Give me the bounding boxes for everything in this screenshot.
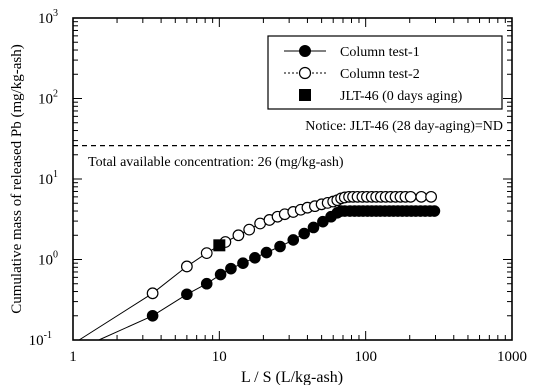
data-point (425, 190, 438, 203)
y-tick-label: 10-1 (29, 330, 52, 349)
y-tick-label: 100 (38, 250, 58, 269)
legend-label: Column test-2 (340, 67, 420, 82)
legend-marker-open-circle (298, 66, 312, 80)
data-point (237, 257, 249, 269)
data-point (200, 247, 213, 260)
y-axis-label: Cumulative mass of released Pb (mg/kg-as… (9, 44, 25, 314)
data-point (298, 227, 310, 240)
series-line-1 (98, 210, 435, 341)
x-tick-label: 1000 (497, 349, 527, 365)
mark-layer (78, 190, 441, 341)
notice-annotation: Notice: JLT-46 (28 day-aging)=ND (305, 119, 503, 134)
data-point (181, 288, 193, 301)
data-point (146, 309, 159, 322)
data-point (213, 239, 226, 252)
data-point (260, 246, 273, 259)
legend-label: Column test-1 (340, 45, 420, 60)
x-tick-label: 10 (212, 349, 227, 365)
legend-marker-filled-circle (299, 45, 311, 57)
data-point (249, 251, 261, 264)
data-point (307, 221, 320, 234)
data-point (287, 234, 300, 246)
y-tick-label: 101 (38, 169, 58, 188)
x-tick-label: 100 (354, 349, 377, 365)
legend: Column test-1 Column test-2 JLT-46 (0 da… (267, 35, 503, 110)
plot-frame (72, 17, 513, 341)
legend-marker-filled-square (299, 89, 311, 101)
x-tick-label: 1 (69, 349, 77, 365)
data-point (243, 223, 256, 236)
data-point (225, 262, 237, 275)
x-axis-label: L / S (L/kg-ash) (241, 369, 343, 385)
reference-line-label: Total available concentration: 26 (mg/kg… (88, 155, 344, 170)
data-point (415, 190, 428, 203)
data-point (428, 205, 441, 217)
data-point (200, 277, 213, 290)
y-tick-label: 102 (38, 89, 58, 108)
data-point (214, 268, 227, 281)
plot-layer (72, 18, 512, 341)
data-point (404, 190, 417, 203)
data-point (180, 260, 193, 273)
data-point (232, 229, 245, 242)
data-point (146, 287, 159, 300)
data-point (274, 240, 286, 253)
y-tick-label: 103 (38, 8, 58, 27)
legend-label: JLT-46 (0 days aging) (340, 89, 463, 104)
series-line-2 (78, 196, 432, 341)
